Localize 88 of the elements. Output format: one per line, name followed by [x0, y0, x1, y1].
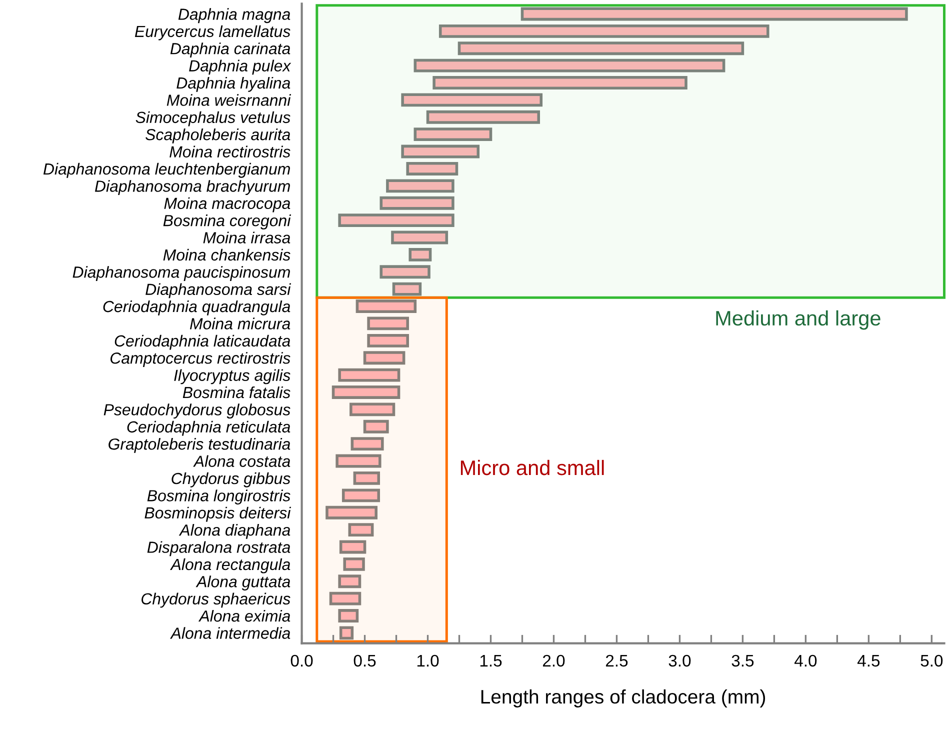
y-tick-label: Graptoleberis testudinaria	[108, 438, 290, 453]
band-label: Medium and large	[716, 310, 880, 330]
bar	[326, 506, 378, 520]
y-tick-label: Alona guttata	[196, 576, 290, 590]
bar	[401, 144, 480, 158]
y-tick-label: Camptocercus rectirostris	[110, 352, 290, 367]
y-tick-label: Daphnia pulex	[189, 60, 292, 75]
y-tick-label: Ceriodaphnia reticulata	[127, 420, 290, 436]
y-tick-label: Diaphanosoma sarsi	[146, 283, 292, 298]
bar	[339, 540, 366, 554]
y-tick-label: Simocephalus vetulus	[136, 111, 290, 126]
y-tick-label: Disparalona rostrata	[147, 541, 290, 556]
x-axis-title: Length ranges of cladocera (mm)	[481, 689, 766, 708]
bar	[380, 265, 430, 279]
y-tick-label: Moina irrasa	[203, 232, 290, 244]
x-tick-label: 2.0	[542, 654, 565, 667]
bar	[392, 282, 422, 296]
y-tick-label: Daphnia hyalina	[176, 76, 290, 92]
bar	[353, 471, 380, 485]
bar	[414, 128, 492, 142]
y-tick-label: Eurycercus lamellatus	[134, 25, 290, 40]
bar	[339, 626, 354, 640]
x-tick-label: 4.5	[857, 655, 880, 667]
y-tick-label: Pseudochydorus globosus	[104, 404, 290, 419]
y-tick-label: Alona eximia	[198, 610, 290, 622]
band-label: Micro and small	[460, 460, 604, 476]
y-tick-label: Chydorus gibbus	[172, 472, 290, 488]
y-tick-label: Bosmina longirostris	[147, 490, 290, 505]
bar	[332, 386, 400, 399]
x-tick-label: 0.0	[290, 654, 313, 667]
bar	[336, 454, 382, 468]
bar	[438, 24, 770, 38]
y-tick-label: Alona rectangula	[170, 558, 290, 574]
x-tick-label: 3.0	[668, 654, 691, 667]
bar	[391, 230, 448, 244]
bar	[426, 110, 540, 124]
y-tick-label: Diaphanosoma leuchtenbergianum	[43, 162, 290, 178]
bar	[458, 42, 744, 56]
x-tick-label: 0.5	[354, 654, 376, 667]
y-tick-label: Bosmina coregoni	[163, 214, 292, 230]
y-tick-label: Bosminopsis deitersi	[144, 506, 292, 522]
y-tick-label: Scapholeberis aurita	[146, 128, 290, 144]
y-tick-label: Bosmina fatalis	[182, 386, 290, 398]
x-tick-label: 5.0	[920, 654, 943, 667]
bar	[342, 488, 380, 502]
y-tick-label: Diaphanosoma brachyurum	[94, 180, 290, 196]
bar	[343, 557, 365, 571]
y-tick-label: Alona diaphana	[178, 524, 290, 539]
bar	[363, 351, 406, 365]
y-tick-label: Diaphanosoma paucispinosum	[72, 266, 290, 281]
y-tick-label: Daphnia magna	[178, 8, 290, 24]
bar	[414, 58, 726, 72]
bar	[520, 7, 908, 21]
bar	[348, 523, 374, 537]
y-tick-label: Moina chankensis	[163, 248, 290, 261]
bar	[329, 592, 362, 606]
bar	[406, 162, 458, 176]
bar	[367, 334, 409, 348]
bar	[363, 420, 389, 434]
y-tick-label: Moina macrocopa	[164, 197, 290, 212]
bar	[350, 402, 396, 416]
bar	[338, 609, 359, 622]
bar	[432, 76, 688, 90]
x-tick-label: 2.5	[606, 654, 628, 667]
bar	[356, 300, 417, 313]
bar	[380, 196, 454, 210]
y-tick-label: Alona costata	[193, 455, 290, 467]
bar	[338, 574, 362, 588]
bar	[350, 437, 384, 451]
y-tick-label: Chydorus sphaericus	[142, 592, 290, 608]
x-tick-label: 1.0	[417, 654, 439, 667]
bar	[401, 93, 543, 107]
bar	[338, 368, 400, 382]
y-tick-label: Moina micrura	[190, 318, 290, 330]
y-tick-label: Daphnia carinata	[170, 42, 290, 58]
y-tick-label: Ceriodaphnia laticaudata	[114, 334, 290, 350]
bar	[386, 179, 454, 193]
y-tick-label: Ilyocryptus agilis	[174, 369, 290, 384]
x-tick-label: 3.5	[732, 654, 754, 667]
bar	[408, 248, 432, 262]
bar	[367, 316, 409, 330]
y-tick-label: Moina weisrnanni	[166, 94, 292, 106]
x-tick-label: 4.0	[794, 654, 817, 667]
y-tick-label: Alona intermedia	[170, 627, 290, 639]
bar	[338, 214, 454, 228]
y-tick-label: Ceriodaphnia quadrangula	[103, 300, 290, 316]
y-tick-label: Moina rectirostris	[170, 146, 290, 158]
x-tick-label: 1.5	[480, 655, 502, 667]
